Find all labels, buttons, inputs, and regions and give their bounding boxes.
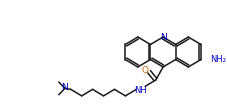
Text: NH: NH [133, 86, 146, 95]
Text: NH₂: NH₂ [209, 55, 225, 64]
Text: N: N [159, 33, 166, 42]
Text: O: O [141, 66, 148, 75]
Text: N: N [61, 83, 68, 92]
